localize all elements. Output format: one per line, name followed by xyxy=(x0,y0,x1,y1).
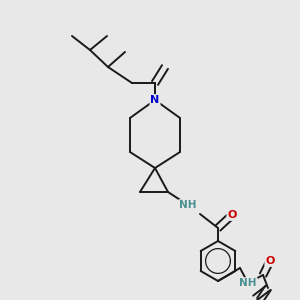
Text: NH: NH xyxy=(179,200,197,210)
Text: O: O xyxy=(227,210,237,220)
Text: NH: NH xyxy=(239,278,257,288)
Text: N: N xyxy=(150,95,160,105)
Text: O: O xyxy=(265,256,275,266)
